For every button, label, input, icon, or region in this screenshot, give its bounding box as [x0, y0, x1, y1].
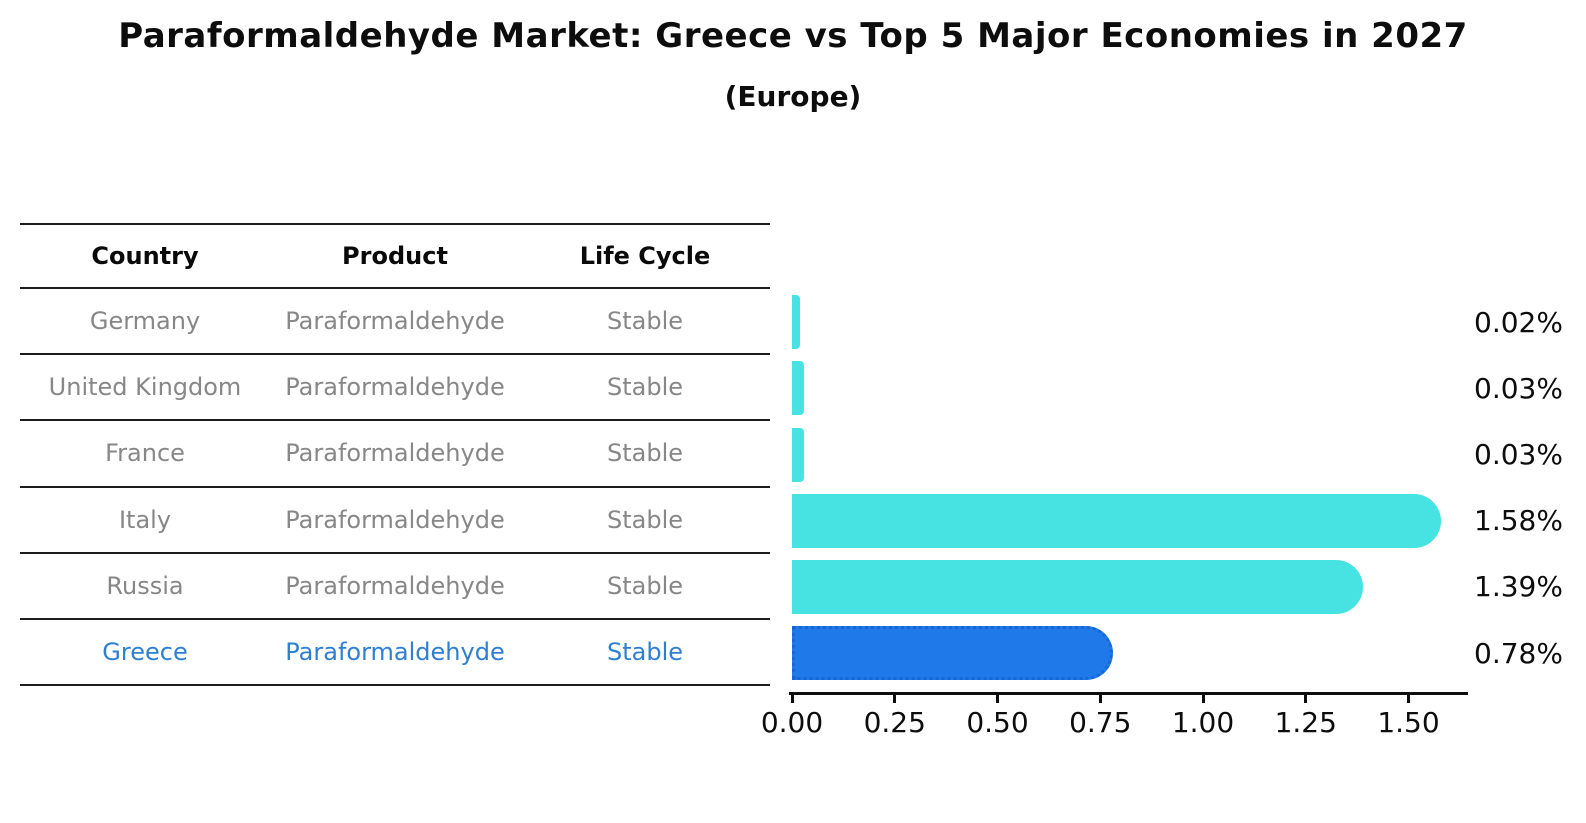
- table-row-greece: Greece Paraformaldehyde Stable: [20, 620, 770, 687]
- x-tick-mark: [1098, 694, 1102, 703]
- cell-country: France: [105, 439, 185, 468]
- cell-product: Paraformaldehyde: [285, 439, 505, 468]
- bar-value-label: 0.03%: [1474, 438, 1563, 471]
- table-row-italy: Italy Paraformaldehyde Stable: [20, 488, 770, 554]
- cell-product: Paraformaldehyde: [285, 571, 505, 600]
- table-row-united-kingdom: United Kingdom Paraformaldehyde Stable: [20, 355, 770, 422]
- x-tick-label: 0.25: [863, 706, 926, 739]
- table-header-country: Country: [91, 242, 199, 270]
- bar-value-label: 0.03%: [1474, 371, 1563, 405]
- chart-title: Paraformaldehyde Market: Greece vs Top 5…: [118, 16, 1468, 56]
- cell-life-cycle: Stable: [606, 307, 684, 336]
- cell-country: United Kingdom: [48, 373, 242, 402]
- table-header-product: Product: [342, 242, 448, 270]
- bar-value-label: 1.58%: [1474, 504, 1563, 538]
- bar-value-label: 0.78%: [1474, 636, 1563, 670]
- x-tick-label: 1.25: [1274, 706, 1337, 739]
- x-tick-label: 1.50: [1377, 706, 1440, 739]
- cell-life-cycle: Stable: [606, 505, 684, 534]
- cell-product: Paraformaldehyde: [285, 638, 505, 667]
- table-row-france: France Paraformaldehyde Stable: [20, 421, 770, 488]
- cell-life-cycle: Stable: [606, 373, 684, 402]
- table-row-germany: Germany Paraformaldehyde Stable: [20, 289, 770, 356]
- cell-life-cycle: Stable: [606, 571, 684, 600]
- cell-product: Paraformaldehyde: [285, 307, 505, 336]
- cell-life-cycle: Stable: [606, 439, 684, 468]
- bar-france: [792, 427, 805, 482]
- chart-subtitle: (Europe): [724, 80, 862, 113]
- cell-product: Paraformaldehyde: [285, 505, 505, 534]
- cell-life-cycle: Stable: [606, 638, 684, 667]
- cell-country: Greece: [102, 638, 188, 667]
- bar-italy: [792, 493, 1442, 548]
- x-tick-mark: [1407, 694, 1410, 703]
- bar-germany: [792, 295, 801, 350]
- x-tick-mark: [1201, 694, 1205, 703]
- cell-country: Italy: [118, 505, 172, 534]
- x-tick-label: 0.50: [966, 706, 1029, 739]
- bar-value-label: 1.39%: [1474, 570, 1563, 604]
- x-tick-label: 0.75: [1069, 706, 1132, 739]
- x-tick-mark: [996, 694, 999, 703]
- bar-value-label: 0.02%: [1474, 305, 1563, 339]
- table-header-row: Country Product Life Cycle: [20, 223, 770, 289]
- bar-united-kingdom: [792, 361, 805, 416]
- table-header-life-cycle: Life Cycle: [579, 242, 711, 270]
- cell-product: Paraformaldehyde: [285, 373, 505, 402]
- x-axis-line: [789, 691, 1468, 695]
- x-tick-label: 1.00: [1171, 706, 1235, 739]
- cell-country: Russia: [106, 571, 184, 600]
- table-row-russia: Russia Paraformaldehyde Stable: [20, 554, 770, 620]
- bar-greece: [792, 626, 1113, 681]
- bar-russia: [792, 559, 1364, 614]
- x-tick-label: 0.00: [760, 706, 824, 739]
- x-tick-mark: [893, 694, 897, 703]
- x-tick-mark: [1304, 694, 1308, 703]
- cell-country: Germany: [89, 307, 201, 336]
- x-tick-mark: [790, 694, 794, 703]
